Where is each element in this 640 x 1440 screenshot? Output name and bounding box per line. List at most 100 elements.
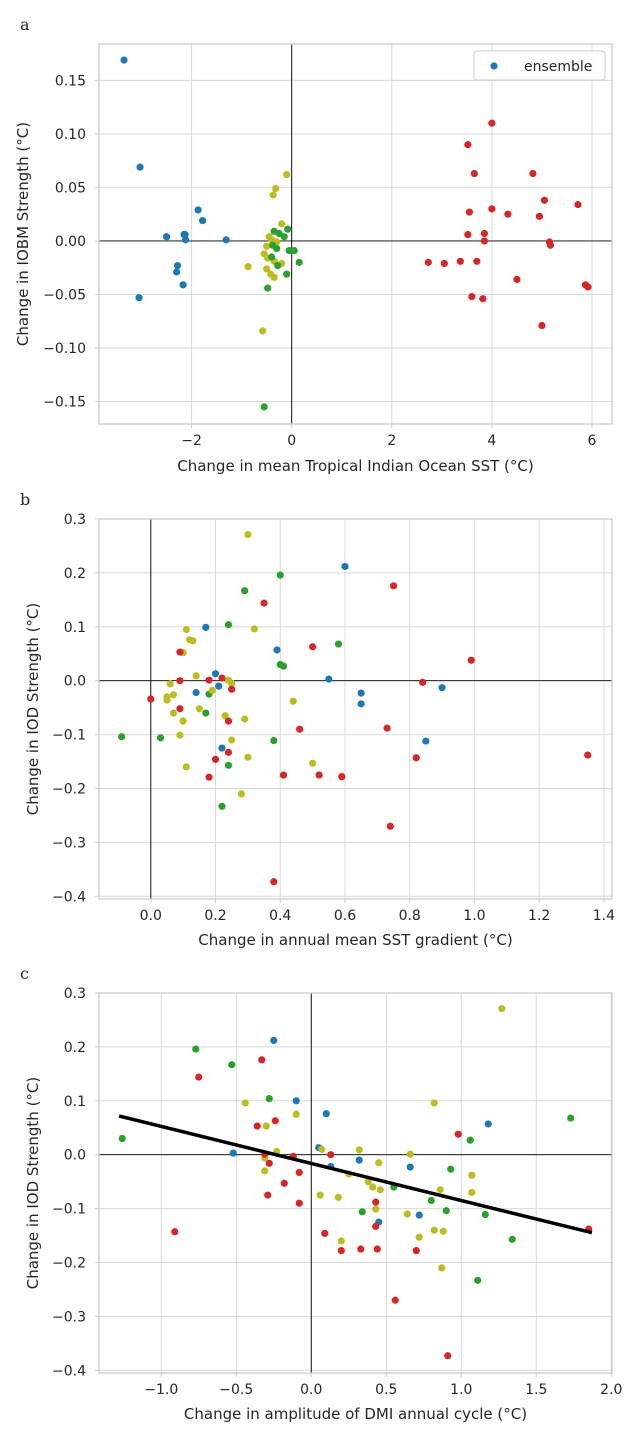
y-tick-label: 0.15	[55, 73, 86, 89]
data-point-blue	[192, 688, 200, 697]
data-point-blue	[202, 623, 210, 631]
data-point-green	[274, 261, 282, 270]
y-tick-label: 0.0	[64, 1148, 86, 1164]
data-point-red	[195, 1073, 203, 1081]
data-point-red	[211, 755, 220, 763]
data-point-red	[424, 258, 432, 266]
y-tick-label: −0.2	[52, 1256, 86, 1272]
data-point-olive	[269, 191, 277, 199]
data-point-red	[454, 1130, 462, 1138]
data-point-red	[205, 773, 213, 781]
y-tick-label: 0.1	[64, 1094, 86, 1110]
data-point-red	[479, 295, 487, 303]
data-point-blue	[136, 163, 144, 171]
x-tick-label: −0.5	[219, 1382, 253, 1398]
y-tick-label: −0.10	[43, 341, 86, 357]
data-point-red	[480, 237, 488, 245]
axes-frame	[98, 992, 613, 1374]
data-point-red	[456, 257, 464, 265]
y-tick-label: 0.00	[55, 234, 86, 250]
data-point-olive	[468, 1188, 476, 1197]
data-point-olive	[261, 1167, 269, 1175]
x-tick-label: 6	[588, 433, 597, 449]
data-point-blue	[292, 1097, 300, 1105]
axes-frame	[98, 518, 613, 900]
data-point-olive	[498, 1005, 506, 1013]
data-point-red	[540, 196, 549, 204]
data-point-blue	[341, 562, 349, 571]
data-point-red	[470, 169, 478, 178]
data-point-green	[285, 246, 293, 255]
data-point-blue	[484, 1120, 492, 1128]
plot-area	[99, 519, 612, 899]
data-point-red	[171, 1228, 179, 1236]
data-point-blue	[229, 1149, 237, 1157]
data-point-olive	[179, 717, 187, 725]
data-point-olive	[309, 759, 317, 767]
data-point-green	[284, 225, 292, 233]
data-point-green	[290, 246, 298, 255]
y-tick-label: −0.3	[52, 1309, 86, 1325]
data-point-red	[513, 275, 521, 284]
data-point-red	[584, 283, 592, 291]
data-point-olive	[263, 242, 271, 250]
data-point-red	[295, 1168, 303, 1177]
x-tick-label: 1.2	[528, 908, 550, 924]
data-point-olive	[364, 1178, 372, 1186]
x-tick-label: 1.0	[450, 1382, 472, 1398]
data-point-blue	[172, 268, 181, 276]
x-tick-label: 0.2	[204, 908, 226, 924]
data-point-green	[192, 1045, 200, 1053]
y-tick-label: −0.2	[52, 782, 86, 798]
data-point-red	[584, 751, 592, 759]
data-point-red	[480, 229, 488, 238]
data-point-green	[474, 1276, 482, 1284]
data-point-olive	[270, 273, 278, 281]
x-tick-label: 2.0	[600, 1382, 622, 1398]
data-point-red	[357, 1245, 365, 1253]
legend-marker	[490, 62, 498, 70]
axes-frame	[98, 43, 613, 425]
data-point-blue	[222, 236, 230, 244]
y-tick-label: 0.05	[55, 180, 86, 196]
data-point-green	[224, 621, 233, 629]
data-point-olive	[244, 753, 252, 761]
data-point-red	[224, 717, 233, 725]
data-point-red	[147, 695, 155, 703]
data-point-olive	[166, 680, 174, 688]
data-point-olive	[278, 220, 286, 228]
data-point-red	[176, 677, 184, 685]
data-point-red	[321, 1229, 329, 1237]
data-point-red	[270, 878, 278, 886]
data-point-blue	[406, 1163, 414, 1171]
data-point-blue	[211, 670, 220, 678]
x-tick-label: 0.0	[300, 1382, 322, 1398]
data-point-olive	[355, 1146, 363, 1154]
y-tick-label: 0.0	[64, 674, 86, 690]
y-tick-label: −0.05	[43, 287, 86, 303]
data-point-red	[327, 1151, 335, 1159]
legend: ensemble	[473, 50, 606, 81]
data-point-green	[283, 270, 291, 278]
data-point-olive	[403, 1210, 411, 1218]
y-tick-label: 0.10	[55, 127, 86, 143]
data-point-olive	[283, 170, 291, 179]
data-point-red	[280, 1179, 288, 1187]
plot-area	[99, 44, 612, 424]
x-tick-label: 0.5	[375, 1382, 397, 1398]
data-point-olive	[163, 696, 171, 704]
data-point-olive	[438, 1264, 446, 1272]
plot-area	[99, 993, 612, 1373]
data-point-red	[444, 1352, 452, 1360]
data-point-green	[118, 1134, 126, 1143]
data-point-red	[574, 200, 582, 209]
data-point-blue	[135, 294, 143, 302]
data-point-olive	[182, 625, 190, 634]
y-axis-label: Change in IOD Strength (°C)	[24, 1077, 42, 1290]
data-point-olive	[192, 672, 200, 680]
data-point-red	[372, 1198, 380, 1206]
panel-letter: a	[20, 15, 30, 34]
x-tick-label: 0.0	[140, 908, 162, 924]
y-tick-label: 0.1	[64, 620, 86, 636]
y-axis-label: Change in IOD Strength (°C)	[24, 603, 42, 816]
